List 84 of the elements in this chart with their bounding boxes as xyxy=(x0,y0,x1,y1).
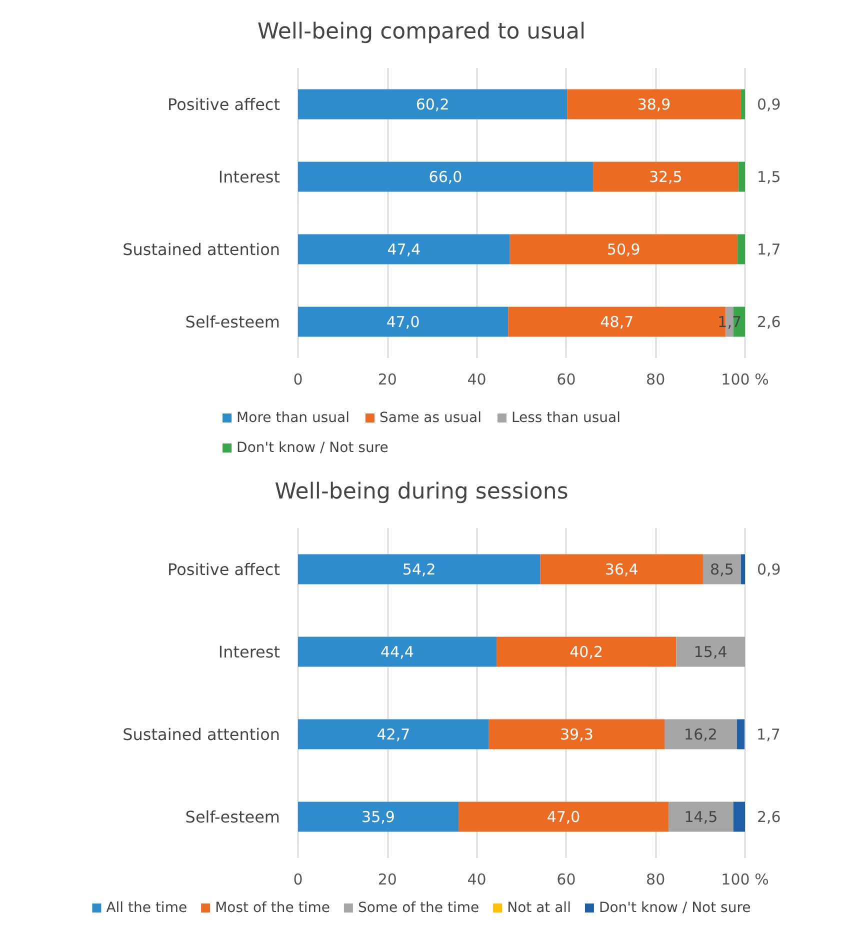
legend-label: More than usual xyxy=(236,410,350,426)
y-tick-label: Positive affect xyxy=(167,94,280,114)
bar xyxy=(488,719,665,750)
legend-label: Not at all xyxy=(507,900,571,916)
y-tick-label: Self-esteem xyxy=(185,807,280,826)
data-label: 1,7 xyxy=(718,312,742,331)
data-label: 0,9 xyxy=(757,95,781,114)
chart-title: Well-being during sessions xyxy=(274,480,568,504)
data-label: 47,4 xyxy=(387,240,421,258)
data-label: 1,5 xyxy=(757,168,781,186)
data-label: 36,4 xyxy=(604,560,638,578)
bar xyxy=(298,306,508,337)
bar xyxy=(510,234,738,264)
bar xyxy=(567,89,741,120)
bar xyxy=(668,802,734,832)
data-label: 48,7 xyxy=(600,312,634,331)
bar xyxy=(593,162,738,192)
y-tick-label: Sustained attention xyxy=(122,724,280,744)
data-label: 32,5 xyxy=(648,168,682,186)
x-tick-label: 100 % xyxy=(721,370,769,388)
bar xyxy=(733,802,745,832)
x-tick-label: 0 xyxy=(293,870,303,888)
legend-label: Don't know / Not sure xyxy=(598,900,751,916)
data-label: 42,7 xyxy=(376,725,410,744)
bar xyxy=(702,554,741,584)
data-label: 15,4 xyxy=(694,642,728,661)
data-label: 54,2 xyxy=(402,560,436,578)
data-label: 40,2 xyxy=(570,642,604,661)
bar xyxy=(676,636,745,667)
y-tick-label: Interest xyxy=(218,167,280,186)
x-tick-label: 80 xyxy=(646,870,666,888)
y-tick-label: Sustained attention xyxy=(122,240,280,259)
legend-label: Less than usual xyxy=(511,410,620,426)
bar xyxy=(740,554,745,584)
data-label: 44,4 xyxy=(380,642,414,661)
legend-label: Don't know / Not sure xyxy=(236,440,388,456)
x-tick-label: 80 xyxy=(646,370,666,388)
bar xyxy=(298,636,496,667)
data-label: 1,7 xyxy=(757,240,781,258)
bar xyxy=(736,719,745,750)
x-tick-label: 100 % xyxy=(721,870,769,888)
chart-title: Well-being compared to usual xyxy=(257,20,586,44)
bar xyxy=(740,89,745,120)
bar xyxy=(298,234,510,264)
x-tick-label: 40 xyxy=(467,370,486,388)
data-label: 60,2 xyxy=(416,95,450,114)
x-tick-label: 60 xyxy=(556,370,576,388)
bar xyxy=(737,234,745,264)
x-tick-label: 60 xyxy=(556,870,576,888)
data-label: 47,0 xyxy=(546,808,580,826)
data-label: 66,0 xyxy=(428,168,462,186)
data-label: 14,5 xyxy=(684,808,718,826)
bar xyxy=(298,162,594,192)
bar xyxy=(298,719,489,750)
data-label: 16,2 xyxy=(684,725,718,744)
bar xyxy=(664,719,737,750)
data-label: 1,7 xyxy=(756,725,780,744)
legend-label: All the time xyxy=(106,900,188,916)
data-label: 39,3 xyxy=(560,725,594,744)
data-label: 8,5 xyxy=(710,560,734,578)
y-tick-label: Interest xyxy=(218,642,280,662)
data-label: 0,9 xyxy=(757,560,781,578)
legend-label: Some of the time xyxy=(358,900,480,916)
y-tick-label: Positive affect xyxy=(167,560,280,579)
bar xyxy=(496,636,676,667)
data-label: 50,9 xyxy=(606,240,640,258)
legend-label: Same as usual xyxy=(379,410,482,426)
bar xyxy=(298,554,540,584)
legend-label: Most of the time xyxy=(215,900,330,916)
x-tick-label: 0 xyxy=(293,370,303,388)
data-label: 38,9 xyxy=(637,95,671,114)
data-label: 35,9 xyxy=(362,808,395,826)
bar xyxy=(540,554,703,584)
bar xyxy=(298,802,458,832)
data-label: 2,6 xyxy=(757,808,781,826)
x-tick-label: 20 xyxy=(378,370,397,388)
x-tick-label: 20 xyxy=(378,870,397,888)
data-label: 2,6 xyxy=(757,312,781,331)
x-tick-label: 40 xyxy=(467,870,486,888)
data-label: 47,0 xyxy=(386,312,420,331)
bar xyxy=(298,89,568,120)
y-tick-label: Self-esteem xyxy=(185,312,280,332)
bar xyxy=(738,162,745,192)
bar xyxy=(458,802,669,832)
